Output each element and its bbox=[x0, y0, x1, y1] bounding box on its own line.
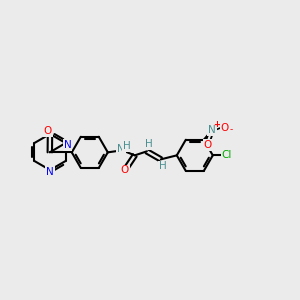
Text: O: O bbox=[221, 123, 229, 133]
Text: O: O bbox=[204, 140, 212, 150]
Text: -: - bbox=[229, 125, 233, 134]
Text: H: H bbox=[123, 141, 131, 152]
Text: N: N bbox=[46, 167, 54, 177]
Text: +: + bbox=[213, 120, 220, 129]
Text: N: N bbox=[64, 140, 71, 150]
Text: Cl: Cl bbox=[222, 150, 232, 161]
Text: O: O bbox=[121, 165, 129, 176]
Text: H: H bbox=[145, 140, 153, 149]
Text: N: N bbox=[208, 125, 216, 135]
Text: O: O bbox=[44, 126, 52, 136]
Text: N: N bbox=[117, 144, 125, 154]
Text: H: H bbox=[159, 161, 167, 171]
